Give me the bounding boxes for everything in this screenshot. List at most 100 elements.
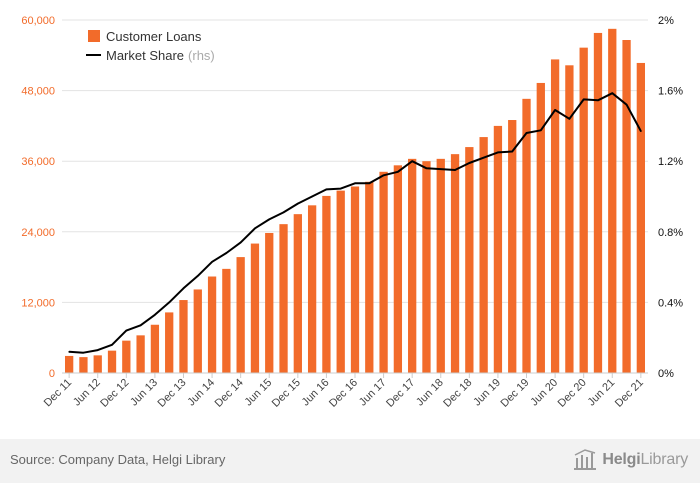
bar-customer-loans xyxy=(322,195,331,373)
x-tick-label: Dec 14 xyxy=(213,377,246,410)
x-tick-label: Jun 17 xyxy=(357,377,389,409)
bar-customer-loans xyxy=(207,276,217,373)
bar-customer-loans xyxy=(107,350,117,373)
legend-label-rhs: (rhs) xyxy=(188,48,215,63)
line-series-market-share xyxy=(68,92,642,354)
x-tick-label: Dec 18 xyxy=(441,377,474,410)
point-market-share xyxy=(254,227,256,230)
y-left-tick-label: 24,000 xyxy=(21,227,55,239)
x-tick-label: Jun 13 xyxy=(128,377,160,409)
point-market-share xyxy=(554,109,556,111)
point-market-share xyxy=(211,261,213,263)
bar-customer-loans xyxy=(165,312,174,373)
logo-text-light: Library xyxy=(640,451,688,468)
combo-chart: 0 0% 12,000 0.4% 24,000 0.8% 36,000 1.2% 48,000 1… xyxy=(21,15,683,410)
legend-label-market-share-text: Market Share xyxy=(106,48,184,63)
bar-customer-loans xyxy=(422,161,431,373)
bar-customer-loans xyxy=(336,190,345,373)
point-market-share xyxy=(397,170,399,173)
bar-customer-loans xyxy=(307,205,317,373)
y-right-tick-label: 0% xyxy=(658,368,674,380)
point-market-share xyxy=(625,103,628,106)
point-market-share xyxy=(311,195,313,198)
point-market-share xyxy=(382,174,385,177)
bar-customer-loans xyxy=(365,181,374,373)
point-market-share xyxy=(411,160,413,162)
bar-customer-loans xyxy=(222,268,231,373)
x-tick-label: Dec 11 xyxy=(42,377,75,410)
bar-customer-loans xyxy=(608,28,617,373)
point-market-share xyxy=(82,351,85,354)
helgi-library-logo[interactable]: HelgiLibrary xyxy=(572,449,688,471)
bar-customer-loans xyxy=(622,40,631,374)
y-left-tick-label: 12,000 xyxy=(21,297,55,309)
bar-customer-loans xyxy=(379,171,388,373)
point-market-share xyxy=(182,287,185,290)
logo-text: HelgiLibrary xyxy=(602,451,688,469)
bar-customer-loans xyxy=(236,257,245,373)
point-market-share xyxy=(239,241,242,244)
point-market-share xyxy=(540,129,542,132)
bar-customer-loans xyxy=(536,82,545,374)
bar-customer-loans xyxy=(465,147,474,373)
x-tick-label: Jun 21 xyxy=(586,377,618,409)
bar-customer-loans xyxy=(493,125,503,374)
point-market-share xyxy=(582,98,585,101)
y-left-tick-label: 48,000 xyxy=(21,86,55,98)
point-market-share xyxy=(282,211,285,214)
point-market-share xyxy=(297,202,299,205)
legend-label-market-share: Market Share (rhs) xyxy=(106,48,215,63)
legend-swatch-customer-loans xyxy=(88,30,100,42)
bar-customer-loans xyxy=(265,232,274,373)
bar-customer-loans xyxy=(450,154,460,373)
x-tick-label: Jun 16 xyxy=(300,377,332,409)
point-market-share xyxy=(454,169,456,171)
bar-customer-loans xyxy=(508,120,517,374)
y-left-tick-label: 36,000 xyxy=(21,156,55,168)
x-tick-label: Dec 12 xyxy=(98,377,131,410)
x-tick-label: Dec 19 xyxy=(498,377,531,410)
point-market-share xyxy=(125,329,128,332)
point-market-share xyxy=(168,301,170,304)
bar-customer-loans xyxy=(65,355,74,373)
bar-customer-loans xyxy=(122,340,131,373)
y-right-tick-label: 1.6% xyxy=(658,86,683,98)
point-market-share xyxy=(325,188,328,191)
point-market-share xyxy=(96,349,99,351)
point-market-share xyxy=(139,324,142,327)
point-market-share xyxy=(354,182,356,185)
point-market-share xyxy=(482,156,485,159)
point-market-share xyxy=(511,150,514,153)
bar-customer-loans xyxy=(636,62,645,373)
bar-customer-loans xyxy=(550,59,560,373)
y-right-tick-label: 0.4% xyxy=(658,297,683,309)
point-market-share xyxy=(597,99,599,102)
x-tick-label: Jun 12 xyxy=(71,377,103,409)
x-tick-label: Dec 13 xyxy=(155,377,188,410)
y-right-tick-label: 2% xyxy=(658,15,674,27)
x-tick-label: Dec 17 xyxy=(384,377,417,410)
point-market-share xyxy=(640,130,642,132)
bar-customer-loans xyxy=(436,158,445,373)
point-market-share xyxy=(154,313,156,316)
bar-customer-loans xyxy=(565,65,574,373)
legend-label-customer-loans: Customer Loans xyxy=(106,29,202,44)
point-market-share xyxy=(368,182,371,185)
bar-customer-loans xyxy=(350,186,360,373)
footer: Source: Company Data, Helgi Library Helg… xyxy=(0,439,700,483)
point-market-share xyxy=(439,168,442,170)
bar-customer-loans xyxy=(136,335,145,373)
point-market-share xyxy=(225,252,228,254)
point-market-share xyxy=(425,167,428,170)
x-tick-label: Dec 20 xyxy=(556,377,589,410)
bar-customer-loans xyxy=(393,165,403,373)
point-market-share xyxy=(568,118,571,120)
x-tick-label: Jun 19 xyxy=(471,377,503,409)
bar-customer-loans xyxy=(479,137,488,373)
source-note: Source: Company Data, Helgi Library xyxy=(10,452,226,467)
bar-customer-loans xyxy=(408,158,417,373)
bar-customer-loans xyxy=(93,355,102,373)
y-right-tick-label: 0.8% xyxy=(658,227,683,239)
bar-customer-loans xyxy=(593,32,603,374)
